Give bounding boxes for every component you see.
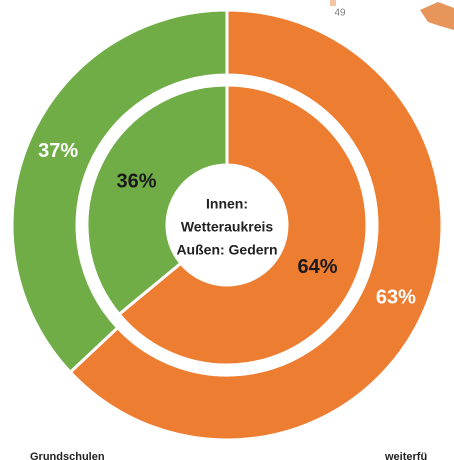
center-text: Wetteraukreis: [181, 219, 274, 235]
data-label: 63%: [376, 286, 416, 308]
rings: [10, 8, 444, 442]
data-label: 64%: [297, 256, 337, 278]
center-text: Außen: Gedern: [176, 242, 277, 258]
legend-label: Grundschulen: [30, 451, 105, 460]
decoration: [330, 0, 336, 6]
data-label: 36%: [117, 171, 157, 193]
decoration: [420, 2, 454, 30]
data-label: 37%: [38, 140, 78, 162]
donut-segment: [68, 8, 444, 442]
donut-segment: [10, 8, 229, 375]
donut-segment: [85, 83, 229, 317]
center-hole: [170, 168, 284, 282]
annotation: 49: [334, 8, 346, 19]
center-text: Innen:: [206, 196, 248, 212]
legend-label: weiterfü: [384, 451, 427, 460]
donut-segment: [117, 83, 369, 367]
